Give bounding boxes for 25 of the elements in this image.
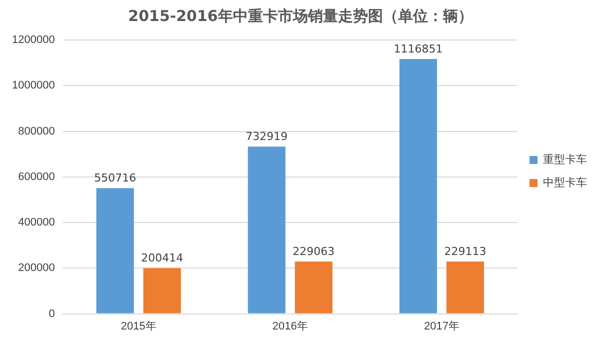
data-label: 550716 — [94, 172, 136, 185]
data-label: 229113 — [444, 244, 486, 258]
chart-title: 2015-2016年中重卡市场销量走势图（单位：辆） — [128, 6, 473, 25]
data-label: 229063 — [292, 244, 335, 258]
y-tick-label: 600000 — [18, 170, 55, 183]
x-tick-label: 2015年 — [120, 320, 156, 332]
y-tick-label: 200000 — [18, 262, 55, 274]
y-tick-label: 400000 — [18, 216, 55, 229]
x-tick-label: 2016年 — [272, 320, 308, 332]
y-tick-label: 0 — [48, 308, 55, 320]
y-tick-label: 800000 — [18, 125, 55, 138]
bar — [96, 188, 134, 314]
bar — [446, 262, 484, 314]
data-label: 732919 — [246, 130, 288, 143]
x-tick-label: 2017年 — [424, 320, 460, 332]
bar — [143, 268, 181, 314]
y-tick-label: 1200000 — [12, 34, 55, 46]
legend-label: 中型卡车 — [543, 176, 587, 190]
bar — [399, 58, 438, 314]
bar — [294, 262, 332, 314]
data-label: 1116851 — [394, 42, 443, 56]
y-tick-label: 1000000 — [12, 80, 55, 92]
bar — [248, 146, 286, 314]
legend-label: 重型卡车 — [543, 153, 587, 166]
data-label: 200414 — [141, 251, 184, 264]
